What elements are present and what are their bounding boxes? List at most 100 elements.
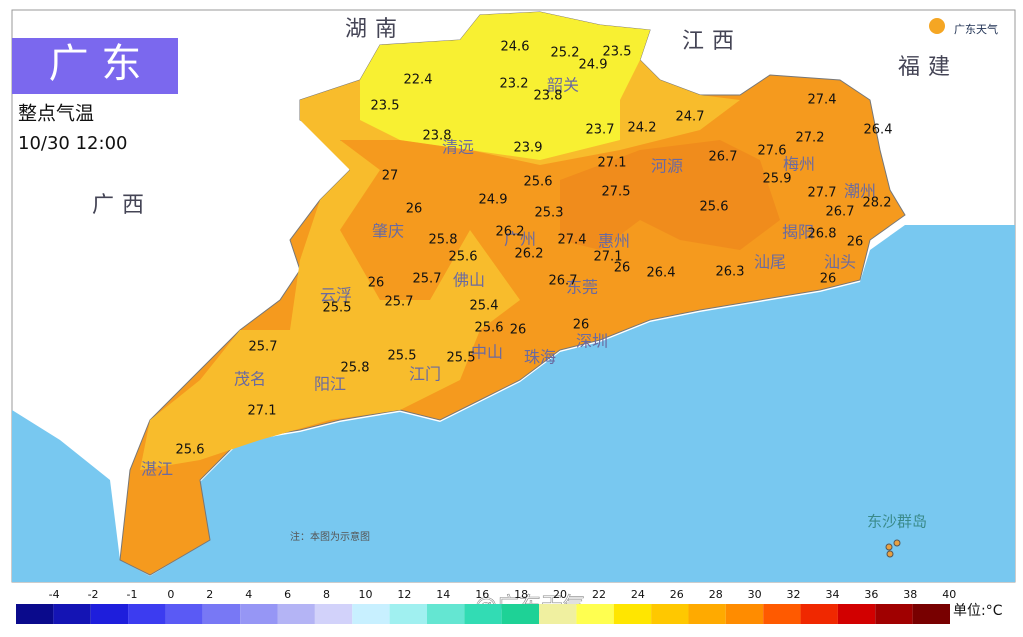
legend-swatch [352, 604, 390, 624]
legend-tick-label: 40 [942, 588, 956, 601]
legend-swatch [389, 604, 427, 624]
legend-swatch [202, 604, 241, 624]
temperature-reading: 23.2 [500, 77, 529, 92]
city-label: 茂名 [234, 370, 266, 389]
temperature-reading: 25.6 [700, 200, 729, 215]
temperature-reading: 25.5 [388, 349, 417, 364]
legend-swatch [128, 604, 166, 624]
legend-tick-label: 8 [323, 588, 330, 601]
temperature-reading: 25.7 [413, 272, 442, 287]
legend-swatch [16, 604, 54, 624]
legend-swatch [277, 604, 315, 624]
city-label: 汕尾 [754, 253, 786, 272]
temperature-reading: 27.6 [758, 144, 787, 159]
temperature-reading: 25.8 [429, 233, 458, 248]
legend-tick-label: 16 [475, 588, 489, 601]
region-label: 广西 [92, 193, 152, 218]
temperature-reading: 26.3 [716, 265, 745, 280]
temperature-reading: 25.5 [323, 301, 352, 316]
city-label: 珠海 [524, 348, 556, 367]
legend-swatch [763, 604, 801, 624]
city-label: 东沙群岛 [867, 513, 927, 531]
temperature-reading: 27.1 [594, 250, 623, 265]
city-label: 阳江 [314, 375, 346, 394]
city-label: 广州 [504, 230, 536, 249]
temperature-reading: 27.1 [248, 404, 277, 419]
legend-tick-label: -2 [88, 588, 99, 601]
temperature-reading: 27.1 [598, 156, 627, 171]
temperature-reading: 26.8 [808, 227, 837, 242]
temperature-reading: 23.7 [586, 123, 615, 138]
region-label: 福建 [898, 55, 958, 80]
legend-tick-label: 34 [825, 588, 839, 601]
temperature-reading: 26 [820, 272, 837, 287]
legend-swatch [688, 604, 726, 624]
legend-swatch [725, 604, 764, 624]
island [885, 543, 893, 551]
title-box [12, 38, 178, 94]
temperature-reading: 23.5 [371, 99, 400, 114]
city-label: 汕头 [824, 253, 856, 272]
legend-swatch [240, 604, 278, 624]
temperature-reading: 26.7 [826, 205, 855, 220]
temperature-reading: 26 [573, 318, 590, 333]
temperature-reading: 27.2 [796, 131, 825, 146]
temperature-reading: 26 [614, 261, 631, 276]
hot-zone [560, 140, 780, 250]
temperature-reading: 24.2 [628, 121, 657, 136]
legend-tick-label: 36 [864, 588, 878, 601]
legend-swatch [165, 604, 203, 624]
legend-tick-label: 20 [553, 588, 567, 601]
legend-tick-label: 12 [397, 588, 411, 601]
legend-unit: 单位:°C [953, 603, 1003, 619]
legend-swatch [912, 604, 950, 624]
legend-swatch [464, 604, 502, 624]
sea [12, 225, 1015, 582]
city-label: 惠州 [598, 232, 630, 251]
legend-swatch [800, 604, 838, 624]
legend-tick-label: 2 [206, 588, 213, 601]
time: 10/30 12:00 [18, 133, 127, 154]
temperature-reading: 23.9 [514, 141, 543, 156]
legend-swatch [539, 604, 577, 624]
city-label: 河源 [651, 157, 683, 176]
temperature-reading: 26 [368, 276, 385, 291]
city-label: 梅州 [783, 155, 815, 174]
legend-tick-label: -1 [126, 588, 137, 601]
legend-tick-label: 32 [787, 588, 801, 601]
cool-zone [360, 12, 650, 160]
temperature-reading: 26 [510, 323, 527, 338]
region-label: 江西 [682, 29, 742, 54]
city-label: 中山 [471, 343, 503, 362]
temperature-reading: 23.8 [534, 89, 563, 104]
legend-tick-label: 4 [245, 588, 252, 601]
temperature-reading: 26.4 [864, 123, 893, 138]
city-label: 江门 [409, 365, 441, 384]
legend-tick-label: 18 [514, 588, 528, 601]
legend-swatch [90, 604, 129, 624]
legend-swatch [613, 604, 652, 624]
temperature-reading: 26.4 [647, 266, 676, 281]
city-label: 深圳 [576, 332, 608, 351]
temperature-reading: 22.4 [404, 73, 433, 88]
legend-tick-label: 26 [670, 588, 684, 601]
subtitle: 整点气温 [18, 103, 94, 125]
temperature-reading: 24.9 [579, 58, 608, 73]
temperature-reading: 26.2 [515, 247, 544, 262]
temperature-reading: 25.6 [449, 250, 478, 265]
legend-tick-label: 38 [903, 588, 917, 601]
city-label: 湛江 [141, 460, 173, 479]
legend-tick-label: 22 [592, 588, 606, 601]
temperature-reading: 24.7 [676, 110, 705, 125]
note: 注：本图为示意图 [290, 530, 370, 543]
legend-tick-label: 14 [436, 588, 450, 601]
temperature-reading: 25.5 [447, 351, 476, 366]
city-label: 佛山 [453, 271, 485, 290]
legend-tick-label: -4 [49, 588, 60, 601]
temperature-reading: 25.6 [475, 321, 504, 336]
island [893, 539, 901, 547]
city-label: 韶关 [547, 76, 579, 95]
city-label: 肇庆 [372, 222, 404, 241]
city-label: 云浮 [320, 286, 352, 305]
